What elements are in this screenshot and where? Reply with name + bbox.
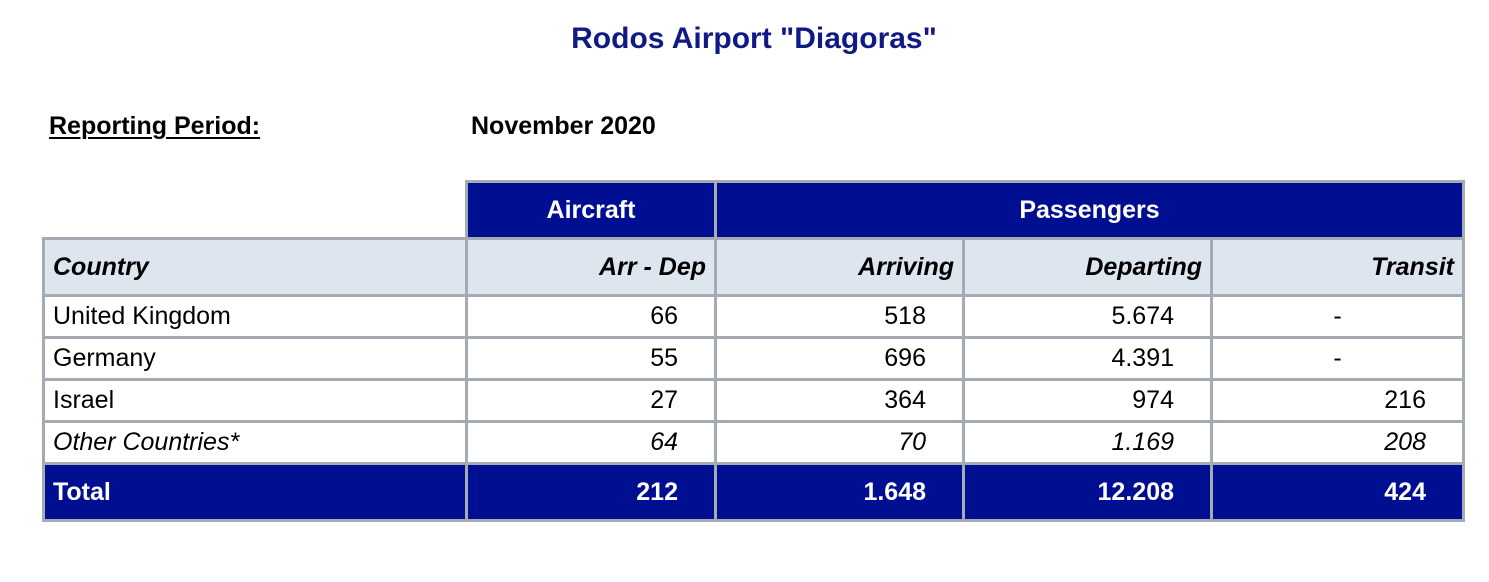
cell-transit: 216 <box>1210 378 1465 423</box>
cell-arr-dep: 64 <box>465 420 717 465</box>
cell-transit: 208 <box>1210 420 1465 465</box>
cell-departing: 5.674 <box>962 294 1213 339</box>
cell-country: Germany <box>42 336 468 381</box>
total-transit: 424 <box>1210 462 1465 522</box>
traffic-table: Aircraft Passengers Country Arr - Dep Ar… <box>42 180 1465 522</box>
cell-country: United Kingdom <box>42 294 468 339</box>
cell-country: Other Countries* <box>42 420 468 465</box>
cell-departing: 4.391 <box>962 336 1213 381</box>
cell-departing: 974 <box>962 378 1213 423</box>
cell-arriving: 364 <box>714 378 965 423</box>
reporting-period-label: Reporting Period: <box>49 112 261 140</box>
cell-country: Israel <box>42 378 468 423</box>
cell-transit: - <box>1210 294 1465 339</box>
column-header-transit: Transit <box>1210 237 1465 297</box>
cell-arr-dep: 55 <box>465 336 717 381</box>
cell-arriving: 70 <box>714 420 965 465</box>
cell-arr-dep: 27 <box>465 378 717 423</box>
report-title: Rodos Airport "Diagoras" <box>571 22 937 55</box>
empty-corner-cell <box>43 181 467 239</box>
group-header-aircraft: Aircraft <box>465 180 717 240</box>
table-row: Israel 27 364 974 216 <box>42 378 1465 423</box>
reporting-period-value: November 2020 <box>471 112 656 140</box>
table-row: Germany 55 696 4.391 - <box>42 336 1465 381</box>
group-header-passengers: Passengers <box>714 180 1465 240</box>
column-header-departing: Departing <box>962 237 1213 297</box>
cell-arr-dep: 66 <box>465 294 717 339</box>
cell-transit: - <box>1210 336 1465 381</box>
table-row: Other Countries* 64 70 1.169 208 <box>42 420 1465 465</box>
total-arr-dep: 212 <box>465 462 717 522</box>
table-row: United Kingdom 66 518 5.674 - <box>42 294 1465 339</box>
total-row: Total 212 1.648 12.208 424 <box>42 462 1465 522</box>
total-arriving: 1.648 <box>714 462 965 522</box>
column-header-country: Country <box>42 237 468 297</box>
cell-arriving: 518 <box>714 294 965 339</box>
column-header-arriving: Arriving <box>714 237 965 297</box>
total-departing: 12.208 <box>962 462 1213 522</box>
cell-arriving: 696 <box>714 336 965 381</box>
total-label: Total <box>42 462 468 522</box>
cell-departing: 1.169 <box>962 420 1213 465</box>
group-header-row: Aircraft Passengers <box>43 180 1465 240</box>
column-header-row: Country Arr - Dep Arriving Departing Tra… <box>42 237 1465 297</box>
column-header-arr-dep: Arr - Dep <box>465 237 717 297</box>
